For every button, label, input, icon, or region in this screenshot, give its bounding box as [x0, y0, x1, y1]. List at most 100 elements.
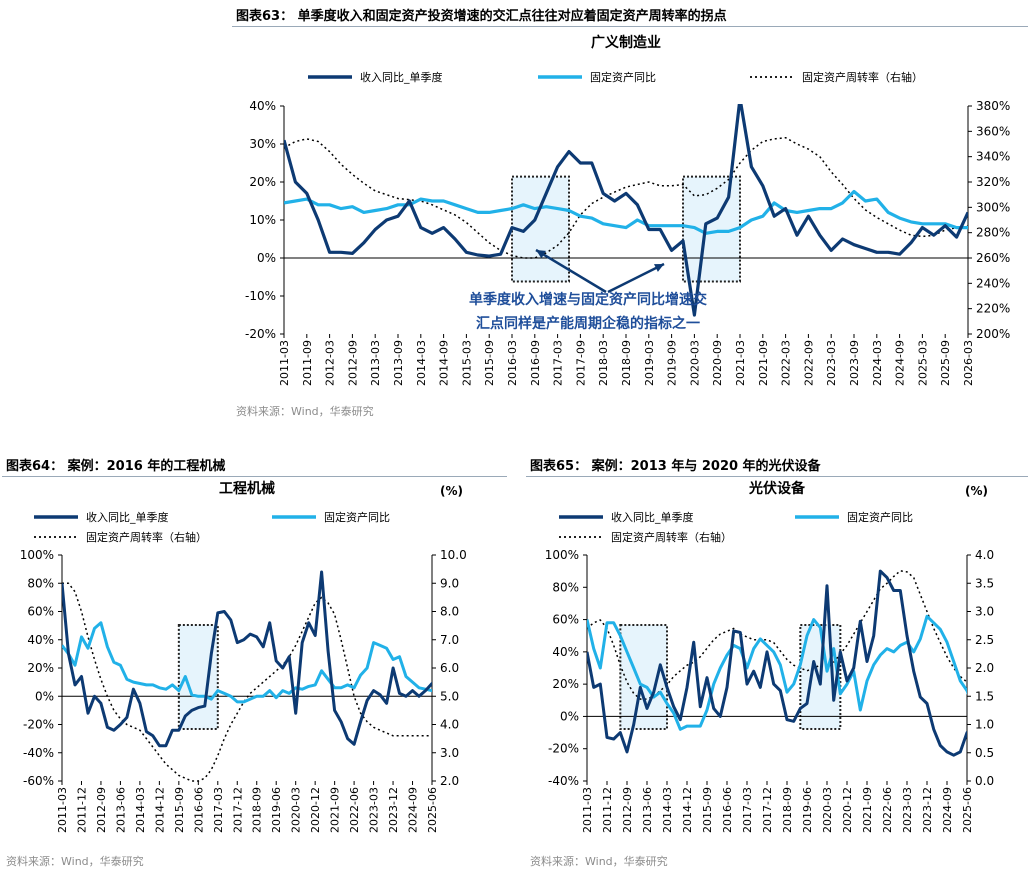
x-tick-label: 2014-03 [661, 787, 674, 833]
right-tick-label: 3.0 [440, 746, 459, 760]
series-line-fai [284, 189, 968, 235]
right-tick-label: 260% [976, 251, 1010, 265]
left-tick-label: 0% [560, 709, 579, 723]
legend-label: 收入同比_单季度 [86, 510, 169, 524]
right-tick-label: 4.0 [440, 718, 459, 732]
x-tick-label: 2025-06 [426, 787, 439, 833]
x-tick-label: 2011-12 [601, 787, 614, 833]
x-tick-label: 2012-09 [95, 787, 108, 833]
x-tick-label: 2016-03 [506, 340, 519, 386]
legend-label: 收入同比_单季度 [611, 510, 694, 524]
fig65-rule [526, 476, 1028, 477]
right-tick-label: 9.0 [440, 576, 459, 590]
x-tick-label: 2017-12 [231, 787, 244, 833]
x-tick-label: 2014-12 [153, 787, 166, 833]
right-tick-label: 300% [976, 200, 1010, 214]
x-tick-label: 2019-09 [666, 340, 679, 386]
x-tick-label: 2020-03 [821, 787, 834, 833]
fig63-source: 资料来源：Wind，华泰研究 [236, 405, 374, 418]
left-tick-label: 20% [249, 175, 276, 189]
x-tick-label: 2011-03 [56, 787, 69, 833]
annotation-arrow-left-head [536, 250, 546, 259]
x-tick-label: 2013-03 [369, 340, 382, 386]
x-tick-label: 2020-03 [290, 787, 303, 833]
x-tick-label: 2022-03 [780, 340, 793, 386]
right-tick-label: 2.5 [975, 633, 994, 647]
chart-title: 光伏设备 [748, 480, 806, 497]
legend-label: 固定资产同比 [590, 70, 656, 84]
series-line-turnover [284, 136, 968, 259]
annotation-text: 汇点同样是产能周期企稳的指标之一 [476, 315, 700, 332]
left-tick-label: 40% [249, 99, 276, 113]
left-tick-label: -20% [23, 718, 54, 732]
x-tick-label: 2021-09 [757, 340, 770, 386]
x-tick-label: 2024-09 [894, 340, 907, 386]
chart-title: 工程机械 [219, 480, 275, 497]
x-tick-label: 2017-03 [552, 340, 565, 386]
fig65-source: 资料来源：Wind，华泰研究 [530, 855, 668, 868]
x-tick-label: 2023-03 [825, 340, 838, 386]
x-tick-label: 2013-06 [641, 787, 654, 833]
x-tick-label: 2017-12 [761, 787, 774, 833]
right-tick-label: 3.0 [975, 605, 994, 619]
left-tick-label: -20% [548, 742, 579, 756]
left-tick-label: 80% [552, 580, 579, 594]
x-tick-label: 2011-09 [301, 340, 314, 386]
x-tick-label: 2020-12 [841, 787, 854, 833]
annotation-text: 单季度收入增速与固定资产同比增速交 [469, 291, 707, 308]
left-tick-label: 20% [552, 677, 579, 691]
right-tick-label: 8.0 [440, 605, 459, 619]
x-tick-label: 2016-06 [721, 787, 734, 833]
x-tick-label: 2013-09 [392, 340, 405, 386]
right-tick-label: 220% [976, 302, 1010, 316]
x-tick-label: 2017-03 [741, 787, 754, 833]
right-tick-label: 10.0 [440, 548, 467, 562]
x-tick-label: 2015-09 [483, 340, 496, 386]
right-tick-label: 5.0 [440, 689, 459, 703]
fig64-source: 资料来源：Wind，华泰研究 [6, 855, 144, 868]
annotation-arrow-right-head [654, 264, 664, 272]
right-tick-label: 200% [976, 327, 1010, 341]
left-tick-label: -40% [548, 774, 579, 788]
x-tick-label: 2017-03 [212, 787, 225, 833]
left-tick-label: 60% [27, 605, 54, 619]
x-tick-label: 2022-06 [881, 787, 894, 833]
legend-label: 固定资产同比 [847, 510, 913, 524]
left-tick-label: -60% [23, 774, 54, 788]
x-tick-label: 2018-09 [620, 340, 633, 386]
x-tick-label: 2023-12 [921, 787, 934, 833]
x-tick-label: 2023-03 [368, 787, 381, 833]
x-tick-label: 2025-03 [916, 340, 929, 386]
right-tick-label: 6.0 [440, 661, 459, 675]
x-tick-label: 2021-03 [734, 340, 747, 386]
x-tick-label: 2022-09 [802, 340, 815, 386]
x-tick-label: 2011-03 [278, 340, 291, 386]
right-tick-label: 320% [976, 175, 1010, 189]
x-tick-label: 2011-12 [75, 787, 88, 833]
unit-label: (%) [440, 484, 463, 498]
left-tick-label: -20% [245, 327, 276, 341]
right-tick-label: 380% [976, 99, 1010, 113]
legend-label: 固定资产同比 [324, 510, 390, 524]
left-tick-label: 0% [35, 689, 54, 703]
fig65-caption: 图表65： 案例：2013 年与 2020 年的光伏设备 [530, 459, 821, 474]
right-tick-label: 360% [976, 124, 1010, 138]
series-line-fai [62, 621, 432, 704]
x-tick-label: 2024-09 [407, 787, 420, 833]
x-tick-label: 2023-03 [901, 787, 914, 833]
left-tick-label: 0% [257, 251, 276, 265]
fig63-caption: 图表63： 单季度收入和固定资产投资增速的交汇点往往对应着固定资产周转率的拐点 [236, 9, 727, 24]
right-tick-label: 0.0 [975, 774, 994, 788]
fig64-rule [2, 476, 507, 477]
x-tick-label: 2017-09 [574, 340, 587, 386]
left-tick-label: 80% [27, 576, 54, 590]
x-tick-label: 2020-12 [309, 787, 322, 833]
fig64-caption: 图表64： 案例：2016 年的工程机械 [6, 459, 226, 474]
right-tick-label: 2.0 [975, 661, 994, 675]
left-tick-label: 10% [249, 213, 276, 227]
right-tick-label: 0.5 [975, 746, 994, 760]
series-line-income [62, 570, 432, 748]
legend-label: 收入同比_单季度 [360, 70, 443, 84]
x-tick-label: 2018-09 [781, 787, 794, 833]
